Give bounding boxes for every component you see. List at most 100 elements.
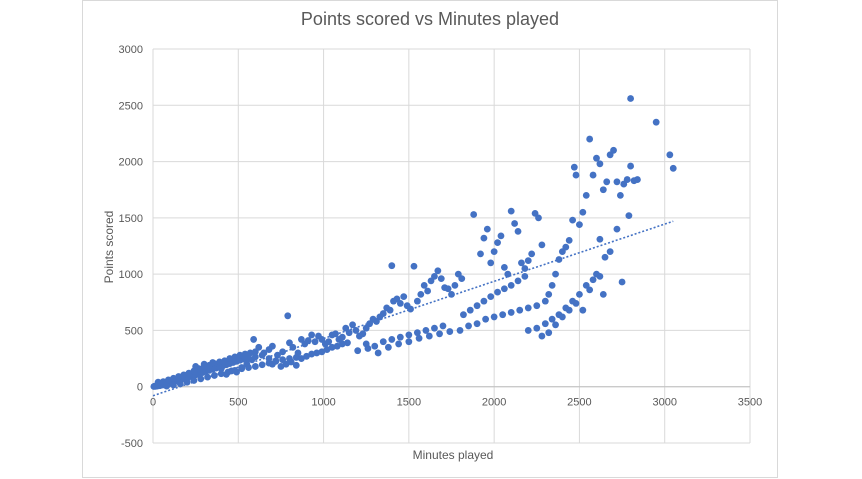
- data-point: [542, 298, 549, 305]
- y-tick-label: -500: [121, 438, 143, 450]
- data-point: [549, 282, 556, 289]
- x-tick-label: 1500: [397, 397, 421, 409]
- data-point: [458, 275, 465, 282]
- data-point: [446, 328, 453, 335]
- data-point: [602, 254, 609, 261]
- data-point: [436, 330, 443, 337]
- y-tick-label: 1000: [119, 269, 143, 281]
- data-point: [625, 212, 632, 219]
- data-point: [440, 323, 447, 330]
- data-point: [452, 282, 459, 289]
- data-point: [498, 232, 505, 239]
- data-point: [411, 263, 418, 270]
- data-point: [359, 330, 366, 337]
- data-point: [170, 382, 177, 389]
- data-point: [571, 164, 578, 171]
- data-point: [614, 226, 621, 233]
- data-point: [289, 344, 296, 351]
- x-tick-label: 1000: [311, 397, 335, 409]
- data-point: [617, 192, 624, 199]
- data-point: [525, 327, 532, 334]
- data-point: [305, 337, 312, 344]
- data-point: [272, 357, 279, 364]
- x-tick-label: 3000: [652, 397, 676, 409]
- data-point: [426, 333, 433, 340]
- data-point: [521, 265, 528, 272]
- data-point: [380, 310, 387, 317]
- data-point: [417, 291, 424, 298]
- data-point: [533, 302, 540, 309]
- data-point: [407, 306, 414, 313]
- data-point: [487, 293, 494, 300]
- y-tick-label: 3000: [119, 44, 143, 56]
- data-point: [293, 362, 300, 369]
- data-point: [516, 307, 523, 314]
- data-point: [250, 336, 257, 343]
- data-point: [375, 350, 382, 357]
- data-point: [312, 338, 319, 345]
- data-point: [481, 235, 488, 242]
- data-point: [211, 372, 218, 379]
- y-tick-label: 2500: [119, 100, 143, 112]
- gridlines: [153, 49, 750, 443]
- data-point: [573, 300, 580, 307]
- data-point: [424, 288, 431, 295]
- data-point: [474, 302, 481, 309]
- data-point: [634, 176, 641, 183]
- data-point: [371, 343, 378, 350]
- data-point: [508, 309, 515, 316]
- data-point: [539, 241, 546, 248]
- data-point: [191, 377, 198, 384]
- data-point: [501, 285, 508, 292]
- data-point: [619, 279, 626, 286]
- data-point: [233, 369, 240, 376]
- y-tick-label: 2000: [119, 157, 143, 169]
- data-point: [252, 363, 259, 370]
- data-point: [545, 291, 552, 298]
- x-tick-label: 0: [150, 397, 156, 409]
- data-point: [487, 259, 494, 266]
- data-point: [431, 273, 438, 280]
- data-point: [481, 298, 488, 305]
- data-point: [470, 211, 477, 218]
- data-point: [603, 178, 610, 185]
- data-point: [552, 271, 559, 278]
- data-point: [245, 355, 252, 362]
- data-point: [484, 226, 491, 233]
- data-point: [504, 271, 511, 278]
- data-point: [332, 330, 339, 337]
- data-point: [308, 332, 315, 339]
- data-point: [259, 361, 266, 368]
- data-point: [593, 155, 600, 162]
- y-tick-label: 500: [125, 325, 143, 337]
- data-point: [586, 287, 593, 294]
- data-point: [397, 300, 404, 307]
- data-point: [259, 352, 266, 359]
- data-point: [569, 217, 576, 224]
- data-point: [590, 276, 597, 283]
- data-point: [494, 239, 501, 246]
- y-tick-label: 0: [137, 382, 143, 394]
- data-point: [491, 314, 498, 321]
- data-point: [477, 250, 484, 257]
- x-tick-label: 2000: [482, 397, 506, 409]
- data-point: [395, 341, 402, 348]
- data-point: [482, 316, 489, 323]
- data-point: [511, 220, 518, 227]
- data-point: [508, 282, 515, 289]
- data-point: [177, 381, 184, 388]
- data-point: [416, 335, 423, 342]
- data-point: [494, 289, 501, 296]
- data-point: [325, 338, 332, 345]
- data-point: [596, 273, 603, 280]
- data-point: [184, 379, 191, 386]
- data-point: [266, 355, 273, 362]
- data-point: [600, 291, 607, 298]
- data-point: [549, 316, 556, 323]
- data-point: [525, 305, 532, 312]
- data-point: [653, 119, 660, 126]
- data-point: [365, 345, 372, 352]
- data-point: [474, 320, 481, 327]
- data-point: [579, 209, 586, 216]
- data-point: [576, 221, 583, 228]
